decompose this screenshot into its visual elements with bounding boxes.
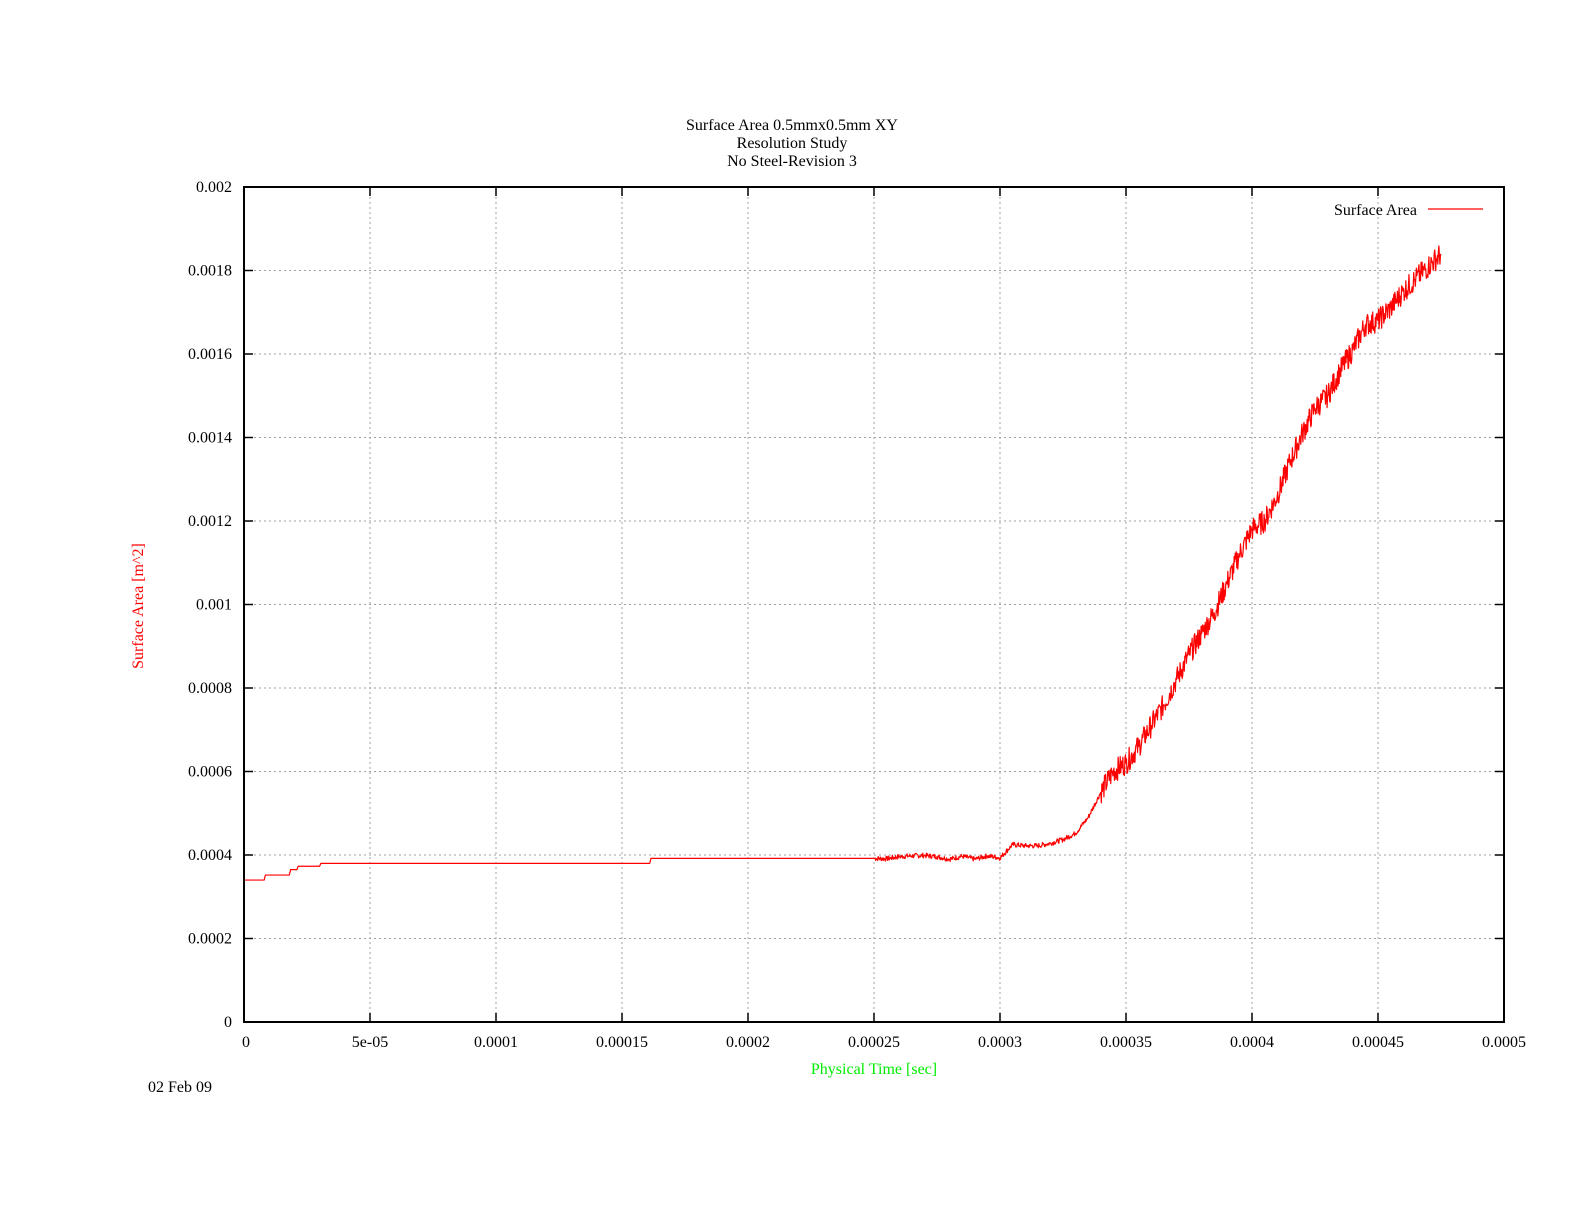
y-tick-label: 0.0008 (188, 680, 232, 697)
chart-title-line-3: No Steel-Revision 3 (727, 153, 857, 170)
chart-title-line-2: Resolution Study (736, 135, 848, 152)
date-stamp: 02 Feb 09 (148, 1079, 212, 1096)
y-tick-label: 0.0018 (188, 263, 232, 280)
tick-marks (243, 186, 1505, 1023)
y-tick-label: 0.002 (196, 179, 232, 196)
x-tick-label: 0.0004 (1230, 1034, 1274, 1051)
y-axis-label: Surface Area [m^2] (130, 543, 147, 669)
y-tick-label: 0.0012 (188, 513, 232, 530)
y-tick-label: 0.0014 (188, 430, 232, 447)
y-tick-label: 0.0016 (188, 346, 232, 363)
x-tick-label: 0.0002 (726, 1034, 770, 1051)
y-tick-label: 0.0002 (188, 931, 232, 948)
chart-title-line-1: Surface Area 0.5mmx0.5mm XY (686, 117, 898, 134)
x-tick-label: 0.0005 (1482, 1034, 1526, 1051)
x-tick-label: 0.00045 (1352, 1034, 1404, 1051)
x-tick-label: 0.0001 (474, 1034, 518, 1051)
y-tick-label: 0.0006 (188, 764, 232, 781)
x-tick-labels: 0 5e-05 0.0001 0.00015 0.0002 0.00025 0.0003 0.… (242, 1034, 1526, 1051)
y-tick-labels: 0 0.0002 0.0004 0.0006 0.0008 0.001 0.0012 0.00… (188, 179, 232, 1031)
series-layer (244, 245, 1442, 881)
x-axis-label: Physical Time [sec] (811, 1061, 937, 1078)
x-tick-label: 5e-05 (352, 1034, 388, 1051)
y-tick-label: 0 (224, 1014, 232, 1031)
y-tick-label: 0.0004 (188, 847, 232, 864)
legend-label-surface-area: Surface Area (1334, 202, 1417, 219)
grid-lines (244, 187, 1504, 1022)
legend: Surface Area (1334, 202, 1483, 219)
y-tick-label: 0.001 (196, 597, 232, 614)
x-tick-label: 0 (242, 1034, 250, 1051)
x-tick-label: 0.0003 (978, 1034, 1022, 1051)
x-tick-label: 0.00025 (848, 1034, 900, 1051)
x-tick-label: 0.00015 (596, 1034, 648, 1051)
series-line-surface-area (244, 245, 1442, 881)
x-tick-label: 0.00035 (1100, 1034, 1152, 1051)
